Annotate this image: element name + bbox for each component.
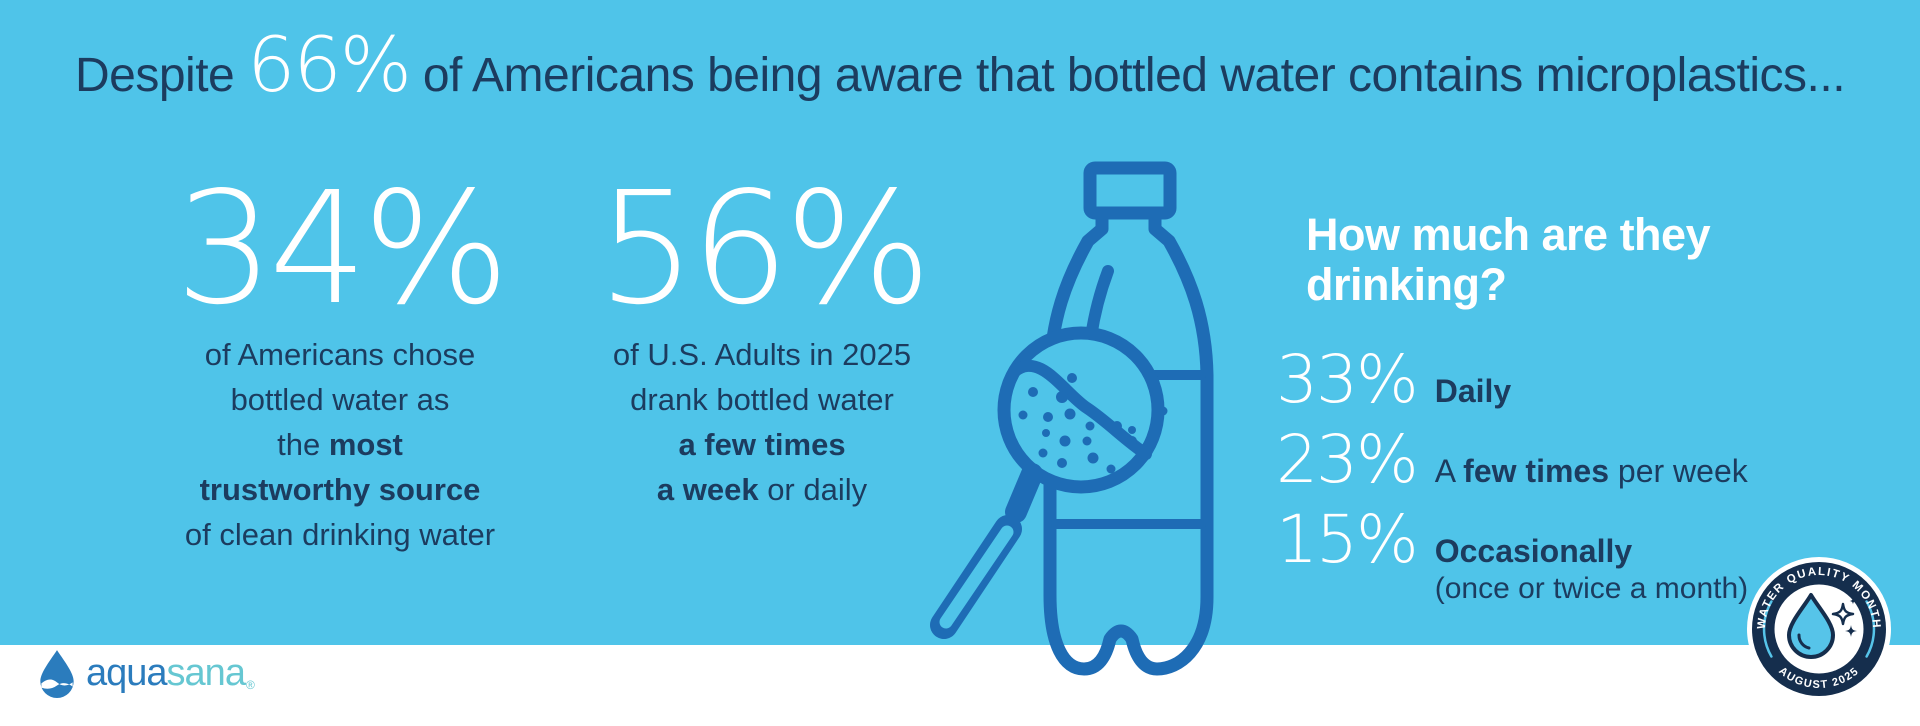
magnifier-ferrule: [1005, 463, 1043, 523]
microplastic-dots: [1018, 373, 1168, 474]
logo-text-aqua: aqua: [86, 652, 168, 694]
stat-caption-line: a week or daily: [656, 472, 868, 507]
badge-accent-arc-left: [1762, 600, 1773, 658]
badge-drop-icon: [1787, 593, 1835, 659]
stat-trustworthy-source: 34% of Americans chose bottled water as …: [130, 170, 550, 557]
water-drop-logo-icon: [40, 650, 74, 698]
aquasana-logo: aquasana ®: [36, 648, 255, 698]
drinking-row-daily: 33% Daily: [1276, 346, 1896, 413]
magnifier-wave: [1008, 359, 1152, 460]
drinking-label-main: Occasionally: [1434, 533, 1633, 569]
drinking-value: 33%: [1276, 341, 1419, 418]
stat-caption-line: trustworthy source: [199, 472, 481, 507]
bottle-highlight: [1085, 265, 1114, 343]
headline-suffix: of Americans being aware that bottled wa…: [409, 49, 1846, 102]
badge-accent-arc-right: [1865, 600, 1876, 658]
drinking-label-sub: (once or twice a month): [1434, 572, 1749, 605]
bottle-microplastics-illustration: [930, 161, 1214, 676]
magnifier-handle-inner: [939, 525, 1014, 629]
bottle-cap: [1083, 161, 1177, 220]
stat-caption-line: the most: [277, 427, 403, 462]
logo-registered-mark: ®: [245, 678, 255, 692]
water-quality-month-badge: WATER QUALITY MONTH AUGUST 2025: [1747, 557, 1891, 701]
headline: Despite 66% of Americans being aware tha…: [0, 27, 1920, 114]
stat-caption: of Americans chose bottled water as the …: [130, 332, 550, 557]
drinking-value: 15%: [1276, 501, 1419, 578]
stat-drank-bottled-water: 56% of U.S. Adults in 2025 drank bottled…: [552, 170, 972, 512]
magnifier: [930, 326, 1168, 639]
drinking-row-few-times: 23% A few times per week: [1276, 426, 1896, 493]
aquasana-logo-text: aquasana: [86, 652, 246, 694]
drinking-row-occasionally: 15% Occasionally (once or twice a month): [1276, 506, 1896, 607]
stat-caption-line: drank bottled water: [630, 382, 894, 417]
drinking-rows: 33% Daily 23% A few times per week 15% O…: [1276, 346, 1896, 607]
blue-background: [0, 0, 1920, 645]
drinking-frequency-section: How much are they drinking? 33% Daily 23…: [1276, 210, 1896, 620]
drinking-label: Daily: [1434, 373, 1512, 409]
drinking-label: Occasionally (once or twice a month): [1435, 533, 1748, 607]
stat-caption-line: of clean drinking water: [184, 517, 496, 552]
drinking-value: 23%: [1276, 421, 1419, 498]
headline-prefix: Despite: [74, 49, 248, 102]
badge-sparkles: [1831, 597, 1857, 637]
stat-caption: of U.S. Adults in 2025 drank bottled wat…: [552, 332, 972, 512]
headline-highlight: 66%: [247, 20, 412, 109]
stat-caption-line: a few times: [678, 427, 846, 462]
drinking-label: A few times per week: [1434, 453, 1748, 489]
stat-caption-line: bottled water as: [230, 382, 450, 417]
logo-text-sana: sana: [166, 652, 246, 694]
stat-value: 56%: [597, 158, 932, 339]
stat-caption-line: of U.S. Adults in 2025: [612, 337, 912, 372]
stat-caption-line: of Americans chose: [204, 337, 476, 372]
stat-value: 34%: [175, 158, 510, 339]
drinking-title: How much are they drinking?: [1306, 209, 1711, 310]
